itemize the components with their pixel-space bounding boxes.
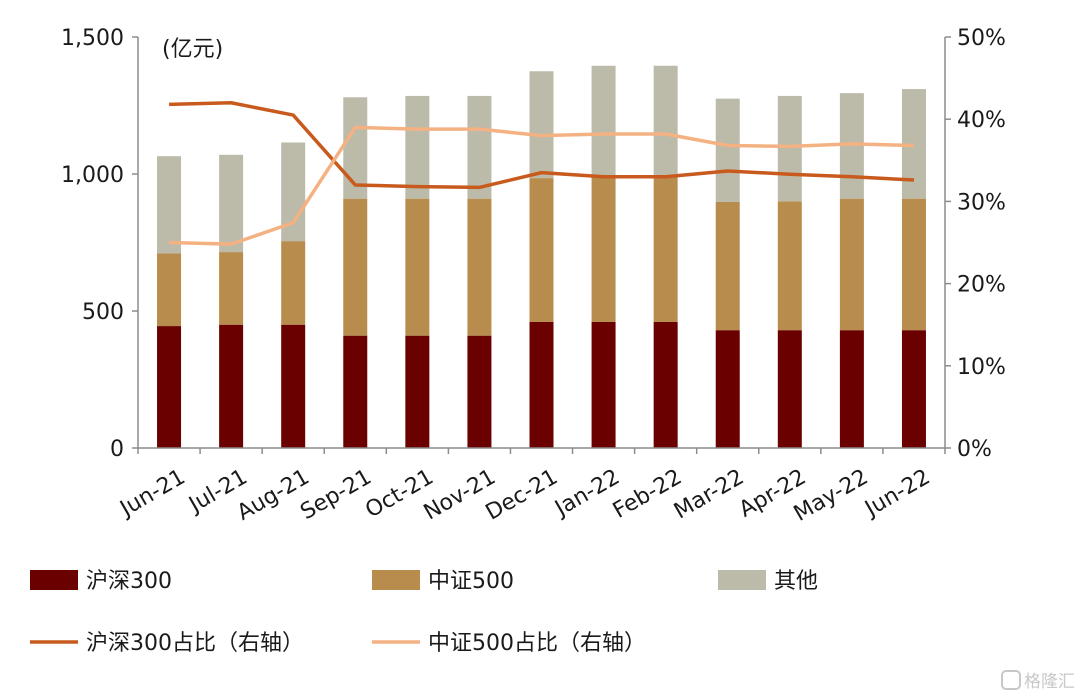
bar-segment-1 <box>219 324 244 448</box>
legend-label: 沪深300 <box>86 569 172 594</box>
watermark-logo-icon <box>1001 670 1021 690</box>
right-tick-label: 10% <box>957 355 1006 380</box>
bar-segment-1 <box>467 335 492 448</box>
legend-label: 中证500占比（右轴） <box>428 631 646 656</box>
left-tick-label: 500 <box>82 300 124 325</box>
bar-segment-2 <box>715 201 740 331</box>
bar-segment-3 <box>777 95 802 202</box>
bar-segment-2 <box>405 198 430 336</box>
bar-segment-1 <box>157 326 182 448</box>
x-tick-label: Jun-22 <box>859 465 934 523</box>
bar-segment-2 <box>281 241 306 325</box>
left-tick-label: 1,000 <box>61 163 124 188</box>
bar-segment-3 <box>529 71 554 179</box>
bar-segment-1 <box>591 321 616 448</box>
bar-segment-2 <box>901 198 926 331</box>
bar-segment-1 <box>343 335 368 448</box>
right-tick-label: 40% <box>957 108 1006 133</box>
bar-segment-3 <box>343 97 368 199</box>
right-tick-label: 20% <box>957 273 1006 298</box>
x-tick-label: Mar-22 <box>670 465 748 525</box>
x-tick-label: Aug-21 <box>233 465 314 526</box>
right-tick-label: 30% <box>957 190 1006 215</box>
line-layer <box>168 101 915 246</box>
x-tick-label: Sep-21 <box>296 465 376 525</box>
x-tick-label: Feb-22 <box>609 465 686 524</box>
bar-segment-1 <box>901 330 926 448</box>
legend-label: 沪深300占比（右轴） <box>86 631 304 656</box>
bar-segment-2 <box>467 198 492 336</box>
legend-swatch <box>372 570 420 590</box>
bar-segment-3 <box>715 98 740 202</box>
watermark: 格隆汇 <box>1001 670 1075 692</box>
right-tick-label: 0% <box>957 437 992 462</box>
series-line-2 <box>168 125 915 246</box>
legend-swatch <box>718 570 766 590</box>
legend-swatch <box>30 570 78 590</box>
x-tick-label: Jan-22 <box>549 465 624 523</box>
bar-layer <box>157 65 926 448</box>
series-line-1 <box>168 101 915 190</box>
legend-label: 其他 <box>774 569 818 594</box>
bar-segment-3 <box>219 154 244 253</box>
bar-segment-1 <box>839 330 864 448</box>
left-tick-label: 0 <box>110 437 124 462</box>
bar-segment-2 <box>839 198 864 331</box>
bar-segment-1 <box>529 321 554 448</box>
bar-segment-2 <box>219 252 244 325</box>
bar-segment-2 <box>591 176 616 322</box>
bar-segment-1 <box>653 321 678 448</box>
bar-segment-3 <box>591 65 616 177</box>
bar-segment-2 <box>653 176 678 322</box>
x-tick-label: Dec-21 <box>482 465 562 526</box>
bar-segment-1 <box>777 330 802 448</box>
bar-segment-2 <box>343 198 368 336</box>
bar-segment-2 <box>529 178 554 322</box>
bar-segment-2 <box>157 253 182 327</box>
bar-segment-1 <box>715 330 740 448</box>
bar-segment-3 <box>467 95 492 199</box>
bar-segment-2 <box>777 201 802 331</box>
x-tick-label: Jun-21 <box>115 465 190 523</box>
bar-segment-3 <box>653 65 678 177</box>
bar-segment-3 <box>157 156 182 254</box>
right-tick-label: 50% <box>957 26 1006 51</box>
left-axis-unit-label: (亿元) <box>162 37 223 62</box>
left-tick-label: 1,500 <box>61 26 124 51</box>
bar-segment-1 <box>405 335 430 448</box>
legend-label: 中证500 <box>428 569 514 594</box>
bar-segment-3 <box>405 95 430 199</box>
watermark-text: 格隆汇 <box>1024 672 1075 692</box>
bar-segment-1 <box>281 324 306 448</box>
